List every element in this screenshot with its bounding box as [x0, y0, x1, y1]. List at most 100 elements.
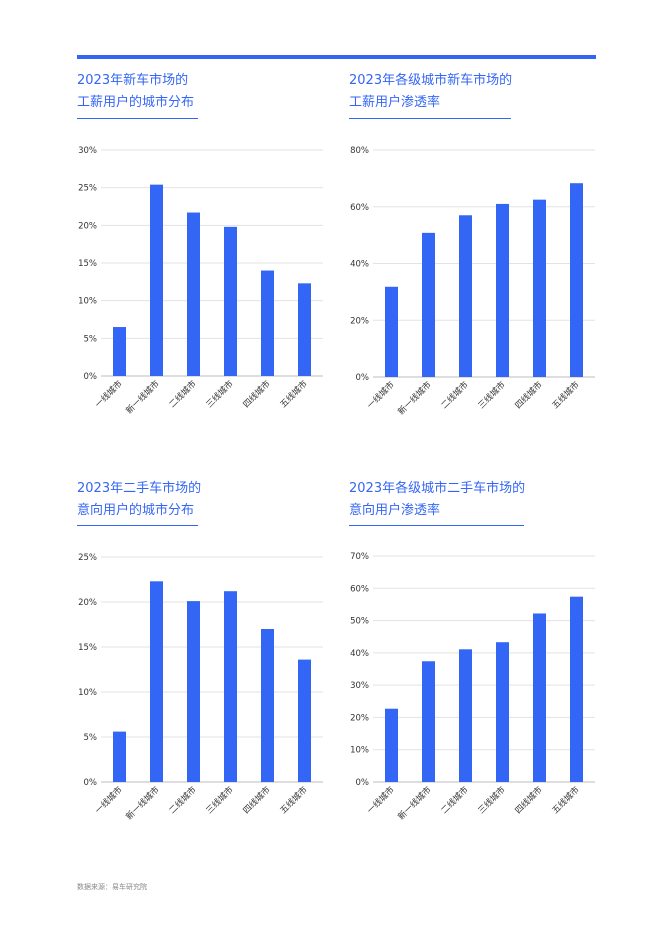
chart-title-line-1: 2023年二手车市场的: [77, 481, 202, 496]
x-tick-label: 一线城市: [93, 784, 125, 816]
chart-title: 2023年新车市场的 工薪用户的城市分布: [77, 70, 194, 114]
bar-chart: 0% 20% 40% 60% 80% 一线城市 新一线城市 二线城市 三线城市 四线城市 五线城市: [350, 146, 595, 417]
x-tick-label: 一线城市: [365, 379, 397, 411]
y-tick-label: 15%: [78, 259, 97, 269]
chart-new-car-penetration: 2023年各级城市新车市场的 工薪用户渗透率 0% 20% 40% 60% 80% 一线城…: [349, 70, 609, 450]
chart-used-car-penetration: 2023年各级城市二手车市场的 意向用户渗透率 0% 10% 20% 30% 40% 50…: [349, 478, 609, 858]
y-tick-label: 25%: [78, 553, 97, 563]
chart-title-line-2: 意向用户的城市分布: [77, 503, 195, 518]
x-tick-label: 新一线城市: [124, 784, 162, 822]
x-tick-label: 四线城市: [241, 784, 273, 816]
x-tick-label: 新一线城市: [396, 784, 434, 822]
bar-2: [422, 232, 435, 377]
y-tick-label: 25%: [78, 184, 97, 194]
bar-5: [533, 613, 546, 782]
title-underline: [349, 525, 524, 526]
chart-title-line-1: 2023年各级城市新车市场的: [349, 73, 513, 88]
chart-title-line-1: 2023年新车市场的: [77, 73, 189, 88]
y-tick-label: 20%: [350, 316, 369, 326]
bar-2: [150, 581, 163, 782]
bar-3: [187, 601, 200, 782]
y-tick-label: 70%: [350, 552, 369, 562]
top-accent-bar: [77, 55, 596, 59]
x-tick-label: 四线城市: [241, 378, 273, 410]
y-tick-label: 0%: [356, 373, 370, 383]
x-tick-label: 三线城市: [204, 378, 236, 410]
chart-title-line-1: 2023年各级城市二手车市场的: [349, 481, 526, 496]
y-tick-label: 10%: [350, 746, 369, 756]
y-tick-label: 30%: [350, 681, 369, 691]
y-tick-label: 0%: [84, 372, 98, 382]
y-tick-label: 10%: [78, 297, 97, 307]
bar-3: [459, 649, 472, 782]
x-tick-label: 新一线城市: [396, 379, 434, 417]
y-tick-label: 20%: [78, 598, 97, 608]
x-tick-label: 五线城市: [278, 784, 310, 816]
y-tick-label: 30%: [78, 146, 97, 156]
bar-2: [150, 184, 163, 376]
bar-3: [459, 215, 472, 377]
chart-title-line-2: 意向用户渗透率: [349, 503, 441, 518]
chart-used-car-city-distribution: 2023年二手车市场的 意向用户的城市分布 0% 5% 10% 15% 20% 25% 一线…: [77, 478, 337, 858]
bar-4: [496, 203, 509, 377]
title-underline: [77, 525, 198, 526]
bar-5: [261, 270, 274, 376]
chart-new-car-city-distribution: 2023年新车市场的 工薪用户的城市分布 0% 5% 10% 15% 20% 25% 30%…: [77, 70, 337, 450]
x-tick-label: 五线城市: [550, 784, 582, 816]
y-tick-label: 20%: [78, 221, 97, 231]
y-tick-label: 40%: [350, 260, 369, 270]
bar-4: [496, 642, 509, 782]
bar-chart: 0% 5% 10% 15% 20% 25% 一线城市 新一线城市 二线城市 三线城市 四线城市 五线城…: [78, 553, 323, 822]
title-underline: [77, 118, 198, 119]
bar-chart: 0% 5% 10% 15% 20% 25% 30% 一线城市 新一线城市 二线城市 三线城市 四线城市…: [78, 146, 323, 416]
y-tick-label: 0%: [84, 778, 98, 788]
y-tick-label: 60%: [350, 584, 369, 594]
x-tick-label: 二线城市: [439, 379, 471, 411]
bar-6: [570, 596, 583, 782]
bar-6: [298, 283, 311, 376]
x-tick-label: 三线城市: [476, 784, 508, 816]
y-tick-label: 60%: [350, 203, 369, 213]
x-tick-label: 五线城市: [550, 379, 582, 411]
chart-title: 2023年各级城市新车市场的 工薪用户渗透率: [349, 70, 512, 114]
y-tick-label: 5%: [84, 334, 98, 344]
bar-2: [422, 661, 435, 782]
x-tick-label: 四线城市: [513, 379, 545, 411]
bar-chart: 0% 10% 20% 30% 40% 50% 60% 70% 一线城市 新一线城市 二线城市 三线城市…: [350, 552, 595, 822]
chart-title-line-2: 工薪用户的城市分布: [77, 95, 195, 110]
data-source-note: 数据来源：易车研究院: [77, 883, 147, 891]
x-tick-label: 四线城市: [513, 784, 545, 816]
x-tick-label: 一线城市: [93, 378, 125, 410]
x-tick-label: 五线城市: [278, 378, 310, 410]
y-tick-label: 50%: [350, 617, 369, 627]
x-tick-label: 一线城市: [365, 784, 397, 816]
bar-6: [298, 659, 311, 782]
y-tick-label: 0%: [356, 778, 370, 788]
bar-1: [113, 731, 126, 782]
x-tick-label: 三线城市: [204, 784, 236, 816]
bar-4: [224, 226, 237, 376]
chart-title-line-2: 工薪用户渗透率: [349, 95, 441, 110]
bar-5: [261, 629, 274, 782]
bar-5: [533, 199, 546, 377]
y-tick-label: 40%: [350, 649, 369, 659]
x-tick-label: 二线城市: [167, 378, 199, 410]
bar-6: [570, 183, 583, 377]
x-tick-label: 新一线城市: [124, 378, 162, 416]
title-underline: [349, 118, 511, 119]
chart-title: 2023年二手车市场的 意向用户的城市分布: [77, 478, 201, 522]
y-tick-label: 80%: [350, 146, 369, 156]
chart-title: 2023年各级城市二手车市场的 意向用户渗透率: [349, 478, 525, 522]
y-tick-label: 15%: [78, 643, 97, 653]
y-tick-label: 10%: [78, 688, 97, 698]
x-tick-label: 二线城市: [167, 784, 199, 816]
bar-1: [385, 708, 398, 782]
x-tick-label: 二线城市: [439, 784, 471, 816]
bar-3: [187, 212, 200, 376]
y-tick-label: 20%: [350, 713, 369, 723]
bar-1: [385, 286, 398, 377]
bar-1: [113, 327, 126, 376]
bar-4: [224, 591, 237, 782]
x-tick-label: 三线城市: [476, 379, 508, 411]
y-tick-label: 5%: [84, 733, 98, 743]
